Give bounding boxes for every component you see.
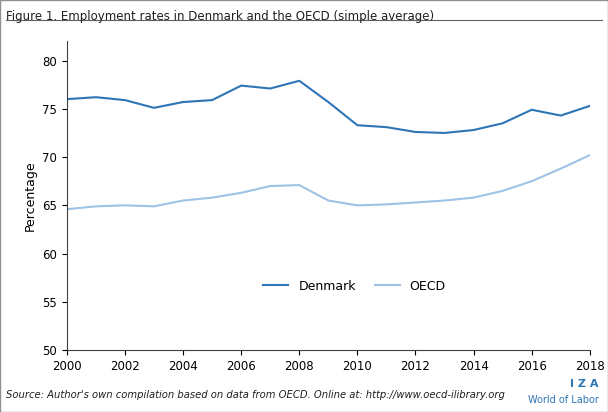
Denmark <box>586 103 593 108</box>
OECD <box>383 202 390 207</box>
Denmark <box>92 95 100 100</box>
Line: OECD: OECD <box>67 155 590 209</box>
OECD <box>354 203 361 208</box>
Denmark <box>383 125 390 130</box>
Denmark <box>295 78 303 83</box>
Legend: Denmark, OECD: Denmark, OECD <box>258 275 451 297</box>
Denmark <box>499 121 506 126</box>
OECD <box>295 183 303 187</box>
Denmark <box>528 107 535 112</box>
Denmark <box>412 129 419 134</box>
OECD <box>209 195 216 200</box>
OECD <box>150 204 157 209</box>
Denmark <box>63 97 71 102</box>
OECD <box>92 204 100 209</box>
OECD <box>179 198 187 203</box>
OECD <box>122 203 129 208</box>
Denmark <box>150 105 157 110</box>
Denmark <box>179 100 187 105</box>
Denmark <box>122 98 129 103</box>
OECD <box>470 195 477 200</box>
Denmark <box>325 100 332 105</box>
OECD <box>412 200 419 205</box>
Denmark <box>209 98 216 103</box>
Denmark <box>238 83 245 88</box>
OECD <box>499 188 506 193</box>
Text: Source: Author's own compilation based on data from OECD. Online at: http://www.: Source: Author's own compilation based o… <box>6 391 505 400</box>
OECD <box>266 184 274 189</box>
Denmark <box>441 131 448 136</box>
Denmark <box>354 123 361 128</box>
Y-axis label: Percentage: Percentage <box>24 160 36 231</box>
Line: Denmark: Denmark <box>67 81 590 133</box>
OECD <box>63 207 71 212</box>
OECD <box>441 198 448 203</box>
OECD <box>528 179 535 184</box>
Text: World of Labor: World of Labor <box>528 395 599 405</box>
OECD <box>586 153 593 158</box>
Denmark <box>266 86 274 91</box>
OECD <box>557 166 564 171</box>
Text: Figure 1. Employment rates in Denmark and the OECD (simple average): Figure 1. Employment rates in Denmark an… <box>6 10 434 23</box>
OECD <box>238 190 245 195</box>
OECD <box>325 198 332 203</box>
Denmark <box>470 128 477 133</box>
Text: I Z A: I Z A <box>570 379 599 389</box>
Denmark <box>557 113 564 118</box>
